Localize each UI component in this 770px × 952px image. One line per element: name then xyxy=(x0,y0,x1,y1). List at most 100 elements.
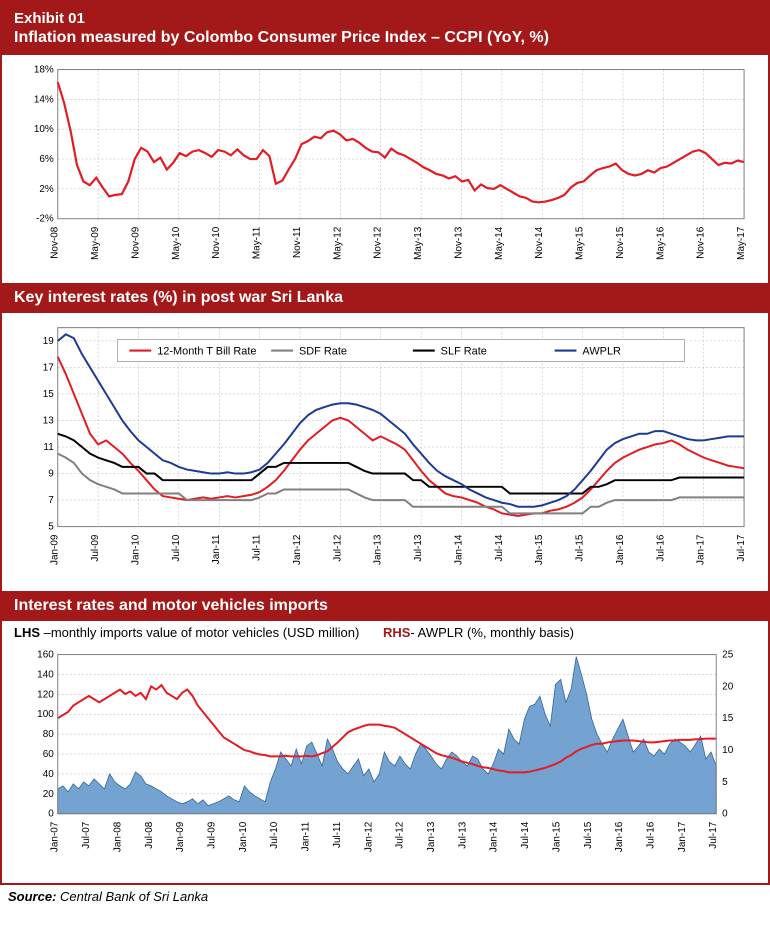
svg-text:Jul-13: Jul-13 xyxy=(413,534,424,562)
section2-title: Key interest rates (%) in post war Sri L… xyxy=(2,283,768,313)
svg-text:Jan-12: Jan-12 xyxy=(292,534,303,565)
svg-text:19: 19 xyxy=(43,336,55,347)
exhibit-number: Exhibit 01 xyxy=(14,10,756,27)
svg-text:10: 10 xyxy=(722,745,734,756)
svg-text:Jul-17: Jul-17 xyxy=(736,534,747,562)
svg-text:Jul-11: Jul-11 xyxy=(252,534,263,561)
svg-text:100: 100 xyxy=(37,709,54,720)
svg-text:May-17: May-17 xyxy=(736,226,747,260)
svg-text:Jan-14: Jan-14 xyxy=(453,534,464,565)
svg-text:May-12: May-12 xyxy=(332,226,343,260)
svg-text:Jul-12: Jul-12 xyxy=(332,534,343,562)
svg-text:Jan-13: Jan-13 xyxy=(373,534,384,565)
svg-text:15: 15 xyxy=(43,389,55,400)
svg-text:Jan-11: Jan-11 xyxy=(211,534,222,564)
svg-text:15: 15 xyxy=(722,713,734,724)
svg-text:2%: 2% xyxy=(39,184,54,195)
svg-text:May-10: May-10 xyxy=(171,226,182,260)
svg-text:Jul-17: Jul-17 xyxy=(708,821,719,849)
svg-text:AWPLR: AWPLR xyxy=(582,346,621,358)
svg-text:Jul-16: Jul-16 xyxy=(655,534,666,562)
svg-text:20: 20 xyxy=(43,789,55,800)
svg-text:Nov-10: Nov-10 xyxy=(211,226,222,259)
svg-text:Jul-15: Jul-15 xyxy=(583,821,594,849)
svg-text:May-13: May-13 xyxy=(413,226,424,260)
svg-text:7: 7 xyxy=(48,495,54,506)
svg-text:Jul-09: Jul-09 xyxy=(90,534,101,562)
svg-text:Jan-07: Jan-07 xyxy=(50,821,61,852)
svg-text:9: 9 xyxy=(48,469,54,480)
svg-text:Jan-16: Jan-16 xyxy=(615,534,626,565)
rhs-label: RHS xyxy=(383,625,410,640)
svg-text:Jul-10: Jul-10 xyxy=(269,821,280,849)
chart3-wrap: 0204060801001201401600510152025Jan-07Jul… xyxy=(2,640,768,883)
svg-text:May-09: May-09 xyxy=(90,226,101,260)
svg-text:10%: 10% xyxy=(34,124,54,135)
svg-text:Jan-08: Jan-08 xyxy=(112,821,123,852)
svg-text:May-11: May-11 xyxy=(252,226,263,259)
svg-text:Jul-16: Jul-16 xyxy=(646,821,657,849)
svg-text:Jan-11: Jan-11 xyxy=(301,821,312,851)
rhs-text: - AWPLR (%, monthly basis) xyxy=(410,625,574,640)
svg-text:Nov-08: Nov-08 xyxy=(50,226,61,259)
svg-text:Jan-17: Jan-17 xyxy=(677,821,688,852)
exhibit-container: Exhibit 01 Inflation measured by Colombo… xyxy=(0,0,770,885)
svg-text:Jan-13: Jan-13 xyxy=(426,821,437,852)
svg-text:Jul-15: Jul-15 xyxy=(575,534,586,562)
imports-awplr-chart: 0204060801001201401600510152025Jan-07Jul… xyxy=(10,644,760,879)
svg-text:Jul-14: Jul-14 xyxy=(494,534,505,562)
svg-text:12-Month T Bill Rate: 12-Month T Bill Rate xyxy=(157,346,256,358)
exhibit-header: Exhibit 01 Inflation measured by Colombo… xyxy=(2,2,768,55)
svg-text:0: 0 xyxy=(722,809,728,820)
svg-text:Jan-12: Jan-12 xyxy=(363,821,374,852)
svg-text:Jan-15: Jan-15 xyxy=(551,821,562,852)
svg-text:6%: 6% xyxy=(39,154,54,165)
lhs-text: –monthly imports value of motor vehicles… xyxy=(40,625,359,640)
svg-text:18%: 18% xyxy=(34,65,54,76)
svg-text:80: 80 xyxy=(43,729,55,740)
svg-text:140: 140 xyxy=(37,669,54,680)
svg-text:May-15: May-15 xyxy=(575,226,586,260)
svg-text:Jul-11: Jul-11 xyxy=(332,821,343,848)
svg-text:Jan-15: Jan-15 xyxy=(534,534,545,565)
chart2-wrap: 5 7 9 11 13 15 17 19 Jan-09 Jul-09 Jan-10 Jul-10 Jan… xyxy=(2,313,768,591)
svg-text:May-14: May-14 xyxy=(494,226,505,260)
svg-text:14%: 14% xyxy=(34,94,54,105)
svg-text:Nov-09: Nov-09 xyxy=(130,226,141,259)
svg-text:May-16: May-16 xyxy=(655,226,666,260)
svg-text:13: 13 xyxy=(43,415,55,426)
chart3-axis-legend: LHS –monthly imports value of motor vehi… xyxy=(2,621,768,640)
svg-text:Jan-09: Jan-09 xyxy=(175,821,186,852)
svg-text:17: 17 xyxy=(43,362,55,373)
svg-text:Jan-17: Jan-17 xyxy=(696,534,707,565)
svg-text:Jan-09: Jan-09 xyxy=(50,534,61,565)
svg-text:Nov-15: Nov-15 xyxy=(615,226,626,259)
svg-text:Jul-08: Jul-08 xyxy=(144,821,155,849)
svg-text:Jul-14: Jul-14 xyxy=(520,821,531,849)
chart1-wrap: -2% 2% 6% 10% 14% 18% Nov-08 May-09 Nov-09 May-10… xyxy=(2,55,768,283)
source-text: Central Bank of Sri Lanka xyxy=(56,889,208,904)
svg-text:Nov-14: Nov-14 xyxy=(534,226,545,259)
svg-text:5: 5 xyxy=(48,522,54,533)
svg-text:SDF Rate: SDF Rate xyxy=(299,346,347,358)
svg-text:Jan-10: Jan-10 xyxy=(130,534,141,565)
lhs-label: LHS xyxy=(14,625,40,640)
svg-text:60: 60 xyxy=(43,749,55,760)
svg-text:Jul-10: Jul-10 xyxy=(171,534,182,562)
svg-text:-2%: -2% xyxy=(36,214,54,225)
svg-text:120: 120 xyxy=(37,689,54,700)
svg-text:40: 40 xyxy=(43,769,55,780)
svg-text:Jul-13: Jul-13 xyxy=(457,821,468,849)
svg-text:Nov-12: Nov-12 xyxy=(373,226,384,259)
svg-text:160: 160 xyxy=(37,650,54,661)
svg-text:20: 20 xyxy=(722,681,734,692)
svg-text:5: 5 xyxy=(722,777,728,788)
interest-rates-chart: 5 7 9 11 13 15 17 19 Jan-09 Jul-09 Jan-10 Jul-10 Jan… xyxy=(10,317,760,587)
svg-text:Jan-16: Jan-16 xyxy=(614,821,625,852)
source-label: Source: xyxy=(8,889,56,904)
svg-text:0: 0 xyxy=(48,809,54,820)
svg-text:Nov-11: Nov-11 xyxy=(292,226,303,258)
svg-text:11: 11 xyxy=(43,442,54,453)
source-line: Source: Central Bank of Sri Lanka xyxy=(0,885,770,908)
svg-text:Jul-09: Jul-09 xyxy=(207,821,218,849)
